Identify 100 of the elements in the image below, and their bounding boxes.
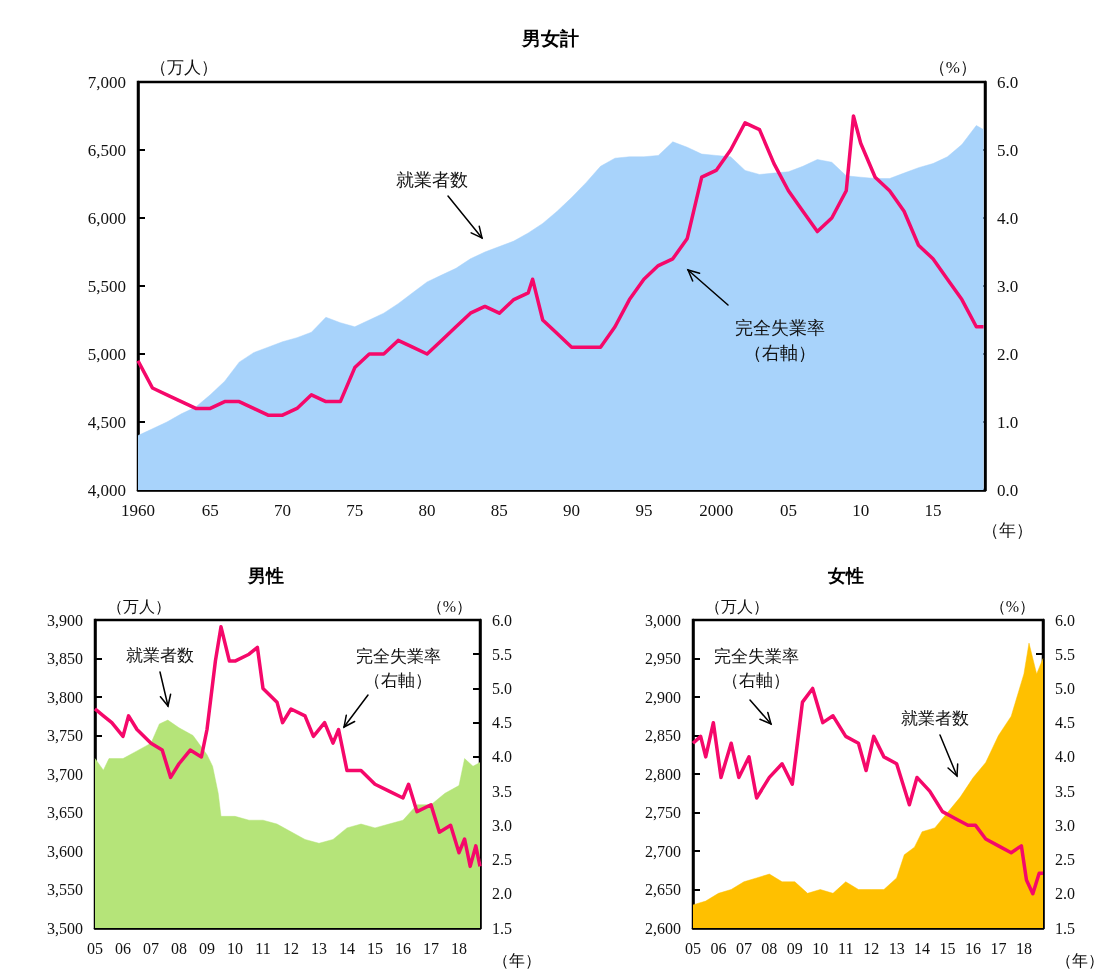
- x-tick-label: 10: [227, 939, 243, 957]
- y2-tick-label: 4.5: [1055, 714, 1075, 732]
- line-series: [93, 625, 482, 869]
- x-tick-label: 09: [786, 939, 803, 957]
- y-tick-label: 7,000: [87, 72, 126, 92]
- y-axis-title: （万人）: [705, 597, 769, 615]
- y-tick-label: 6,000: [87, 208, 126, 228]
- y2-tick-label: 4.0: [997, 208, 1019, 228]
- annotation: 就業者数: [901, 708, 969, 728]
- y2-tick-label: 1.5: [492, 919, 512, 937]
- line-series: [136, 114, 986, 417]
- x-tick-label: 08: [761, 939, 778, 957]
- x-axis-title: （年）: [1056, 951, 1104, 969]
- y-tick-label: 3,550: [47, 881, 83, 898]
- x-tick-label: 12: [283, 939, 299, 957]
- x-tick-label: 17: [990, 939, 1007, 957]
- x-tick-label: 11: [838, 939, 854, 957]
- y2-tick-label: 1.0: [997, 412, 1019, 432]
- x-tick-label: 06: [710, 939, 727, 957]
- y2-tick-label: 6.0: [492, 611, 512, 629]
- y2-tick-label: 4.5: [492, 714, 512, 732]
- y-axis-title: （万人）: [150, 58, 218, 77]
- y2-tick-label: 4.0: [1055, 748, 1075, 766]
- y-tick-label: 3,800: [47, 688, 83, 706]
- x-tick-label: 06: [115, 939, 131, 957]
- x-tick-label: 65: [201, 501, 219, 520]
- y-tick-label: 3,000: [645, 611, 681, 629]
- x-tick-label: 15: [367, 939, 383, 957]
- x-tick-label: 07: [143, 939, 159, 957]
- chart-title: 男女計: [520, 26, 579, 49]
- y2-tick-label: 5.5: [492, 645, 512, 663]
- annotation: 完全失業率（右軸）: [735, 317, 825, 363]
- y2-tick-label: 3.0: [1055, 816, 1075, 834]
- chart-title: 男性: [246, 564, 284, 586]
- x-tick-label: 16: [395, 939, 411, 957]
- x-tick-label: 85: [490, 501, 508, 520]
- y-tick-label: 2,900: [645, 688, 681, 706]
- y-tick-label: 2,650: [645, 881, 681, 898]
- y-tick-label: 3,600: [47, 842, 83, 860]
- annotation: 完全失業率（右軸）: [355, 646, 441, 690]
- y2-tick-label: 3.0: [492, 816, 512, 834]
- y-tick-label: 3,850: [47, 650, 83, 667]
- y-tick-label: 2,600: [645, 919, 681, 937]
- y2-axis-title: （%）: [426, 597, 472, 615]
- x-tick-label: 11: [255, 939, 271, 957]
- x-tick-label: 14: [914, 939, 931, 957]
- x-tick-label: 05: [779, 501, 797, 520]
- y-tick-label: 3,650: [47, 804, 83, 821]
- y2-tick-label: 5.0: [492, 679, 512, 697]
- x-tick-label: 13: [311, 939, 327, 957]
- x-tick-label: 15: [939, 939, 956, 957]
- x-tick-label: 90: [563, 501, 581, 520]
- y2-tick-label: 3.5: [1055, 782, 1075, 800]
- y-tick-label: 2,800: [645, 765, 681, 783]
- x-axis-title: （年）: [981, 520, 1033, 540]
- x-tick-label: 13: [888, 939, 905, 957]
- y-tick-label: 3,750: [47, 727, 83, 744]
- x-tick-label: 16: [965, 939, 981, 957]
- y-tick-label: 5,000: [87, 344, 126, 364]
- y2-tick-label: 4.0: [492, 748, 512, 766]
- y2-tick-label: 5.5: [1055, 645, 1075, 663]
- x-tick-label: 80: [418, 501, 436, 520]
- x-tick-label: 10: [852, 501, 870, 520]
- y-tick-label: 4,000: [87, 480, 126, 500]
- y2-tick-label: 2.5: [1055, 851, 1075, 869]
- x-tick-label: 14: [339, 939, 355, 957]
- y-tick-label: 3,900: [47, 611, 83, 629]
- y2-tick-label: 6.0: [997, 72, 1019, 92]
- y2-tick-label: 2.0: [492, 885, 512, 903]
- y2-tick-label: 0.0: [997, 480, 1019, 500]
- y-tick-label: 3,500: [47, 919, 83, 937]
- y-tick-label: 2,750: [645, 804, 681, 821]
- x-axis-title: （年）: [493, 951, 541, 969]
- x-tick-label: 17: [423, 939, 439, 957]
- annotation: 就業者数: [126, 645, 194, 665]
- y2-tick-label: 5.0: [1055, 679, 1075, 697]
- x-tick-label: 10: [812, 939, 829, 957]
- y-tick-label: 2,850: [645, 727, 681, 744]
- x-tick-label: 08: [171, 939, 187, 957]
- y2-tick-label: 3.0: [997, 276, 1019, 296]
- y2-tick-label: 2.0: [1055, 885, 1075, 903]
- y-tick-label: 2,700: [645, 842, 681, 860]
- y2-tick-label: 3.5: [492, 782, 512, 800]
- annotation: 就業者数: [396, 170, 468, 190]
- x-tick-label: 09: [199, 939, 215, 957]
- y2-tick-label: 2.5: [492, 851, 512, 869]
- y2-tick-label: 5.0: [997, 140, 1019, 160]
- x-tick-label: 2000: [699, 501, 734, 520]
- y2-tick-label: 1.5: [1055, 919, 1075, 937]
- y-axis-title: （万人）: [107, 597, 171, 615]
- y2-tick-label: 6.0: [1055, 611, 1075, 629]
- x-tick-label: 18: [1015, 939, 1032, 957]
- x-tick-label: 07: [735, 939, 752, 957]
- x-tick-label: 12: [863, 939, 880, 957]
- x-tick-label: 15: [924, 501, 942, 520]
- x-tick-label: 18: [451, 939, 467, 957]
- y-tick-label: 3,700: [47, 765, 83, 783]
- y2-axis-title: （%）: [928, 58, 977, 77]
- x-tick-label: 75: [346, 501, 364, 520]
- y-tick-label: 5,500: [87, 276, 126, 296]
